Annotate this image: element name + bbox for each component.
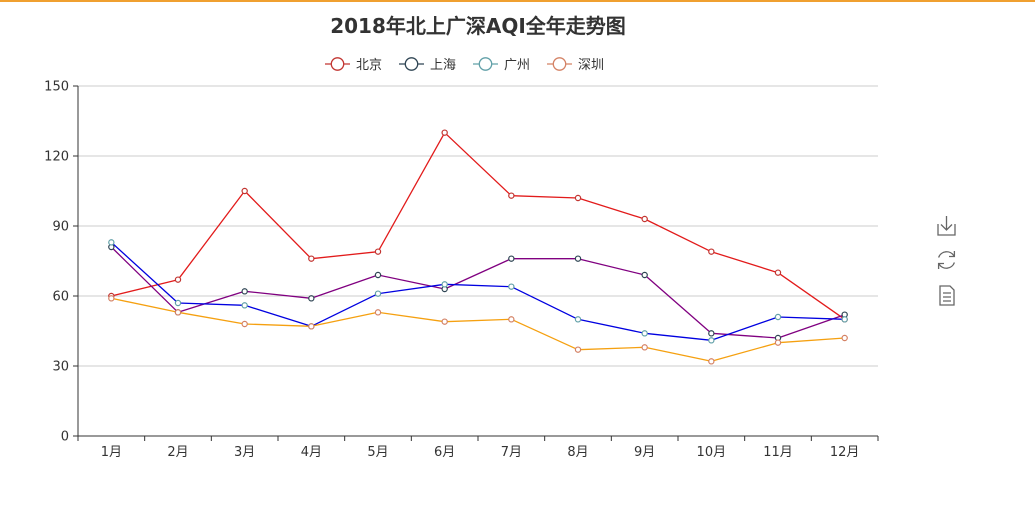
- axes: 0 30 60 90 120 150 1月 2月 3月 4月 5月 6月 7月 8月 9月 10月 11月 12月: [44, 80, 879, 460]
- data-point-series-3[interactable]: [108, 239, 115, 246]
- data-view-icon[interactable]: [934, 283, 958, 307]
- x-tick-label: 3月: [234, 445, 255, 460]
- data-point-series-3[interactable]: [508, 283, 515, 290]
- data-point-series-4[interactable]: [841, 334, 848, 342]
- x-tick-label: 10月: [697, 445, 727, 460]
- y-tick-label: 0: [61, 430, 69, 445]
- legend-item-2[interactable]: 上海: [399, 57, 456, 73]
- data-point-series-4[interactable]: [308, 323, 315, 330]
- series-line-1: [111, 132, 846, 320]
- data-point-series-4[interactable]: [241, 320, 248, 328]
- data-point-series-2[interactable]: [308, 295, 315, 302]
- x-tick-label: 9月: [634, 445, 655, 460]
- x-tick-label: 6月: [434, 445, 455, 460]
- x-tick-label: 7月: [501, 445, 522, 460]
- gridlines: [78, 85, 878, 367]
- data-point-series-1[interactable]: [374, 248, 382, 255]
- data-point-series-4[interactable]: [108, 295, 115, 302]
- data-point-series-1[interactable]: [574, 194, 582, 202]
- data-point-series-3[interactable]: [774, 313, 782, 321]
- legend-label: 北京: [356, 58, 382, 73]
- data-point-series-4[interactable]: [508, 316, 515, 323]
- data-point-series-4[interactable]: [774, 339, 782, 346]
- y-tick-label: 150: [44, 80, 69, 95]
- legend-label: 深圳: [578, 58, 604, 73]
- data-point-series-3[interactable]: [641, 330, 648, 337]
- data-point-series-2[interactable]: [374, 271, 382, 279]
- data-point-series-2[interactable]: [241, 288, 248, 295]
- x-tick-label: 12月: [830, 445, 860, 460]
- data-point-series-1[interactable]: [241, 187, 248, 195]
- data-point-series-1[interactable]: [508, 192, 515, 199]
- x-tick-label: 5月: [367, 445, 388, 460]
- data-point-series-4[interactable]: [374, 309, 382, 316]
- data-point-series-3[interactable]: [174, 299, 182, 307]
- refresh-icon[interactable]: [934, 248, 958, 272]
- legend-marker: [552, 57, 567, 71]
- series-points: [108, 129, 848, 365]
- x-tick-label: 8月: [567, 445, 588, 460]
- data-point-series-3[interactable]: [708, 337, 715, 344]
- data-point-series-1[interactable]: [708, 248, 715, 255]
- data-point-series-3[interactable]: [841, 316, 848, 323]
- data-point-series-1[interactable]: [174, 276, 182, 283]
- x-tick-label: 2月: [167, 445, 188, 460]
- data-point-series-3[interactable]: [574, 316, 582, 323]
- legend-item-3[interactable]: 广州: [473, 57, 530, 73]
- legend-marker: [330, 57, 345, 71]
- series-line-2: [110, 246, 845, 339]
- legend: 北京 上海 广州 深圳: [325, 57, 604, 73]
- data-point-series-3[interactable]: [441, 281, 448, 288]
- data-point-series-2[interactable]: [641, 271, 648, 279]
- data-point-series-4[interactable]: [174, 309, 182, 316]
- legend-item-1[interactable]: 北京: [325, 57, 382, 73]
- legend-label: 广州: [504, 58, 530, 73]
- y-tick-label: 60: [52, 290, 69, 305]
- y-tick-label: 30: [52, 360, 69, 375]
- x-tick-label: 1月: [101, 445, 122, 460]
- series-lines: [110, 132, 846, 362]
- data-point-series-3[interactable]: [241, 302, 248, 309]
- data-point-series-1[interactable]: [308, 255, 315, 262]
- y-tick-label: 120: [44, 150, 69, 165]
- series-line-4: [111, 297, 845, 362]
- series-line-3: [110, 241, 845, 341]
- x-tick-label: 11月: [763, 445, 793, 460]
- top-accent-bar: [0, 0, 1035, 2]
- data-point-series-2[interactable]: [708, 330, 715, 337]
- data-point-series-4[interactable]: [641, 344, 648, 351]
- data-point-series-2[interactable]: [508, 255, 515, 262]
- legend-label: 上海: [430, 58, 456, 73]
- data-point-series-1[interactable]: [441, 129, 448, 136]
- legend-item-4[interactable]: 深圳: [547, 57, 604, 73]
- data-point-series-1[interactable]: [641, 215, 648, 223]
- data-point-series-4[interactable]: [441, 318, 448, 325]
- legend-marker: [404, 57, 419, 71]
- data-point-series-4[interactable]: [708, 358, 715, 365]
- data-point-series-3[interactable]: [374, 290, 382, 297]
- chart-title: 2018年北上广深AQI全年走势图: [330, 14, 626, 38]
- data-point-series-4[interactable]: [574, 346, 582, 353]
- legend-marker: [478, 57, 493, 71]
- toolbox: [934, 214, 958, 307]
- y-tick-label: 90: [52, 220, 69, 235]
- data-point-series-2[interactable]: [574, 255, 582, 262]
- download-icon[interactable]: [934, 214, 958, 238]
- x-tick-label: 4月: [301, 445, 322, 460]
- data-point-series-1[interactable]: [774, 269, 782, 276]
